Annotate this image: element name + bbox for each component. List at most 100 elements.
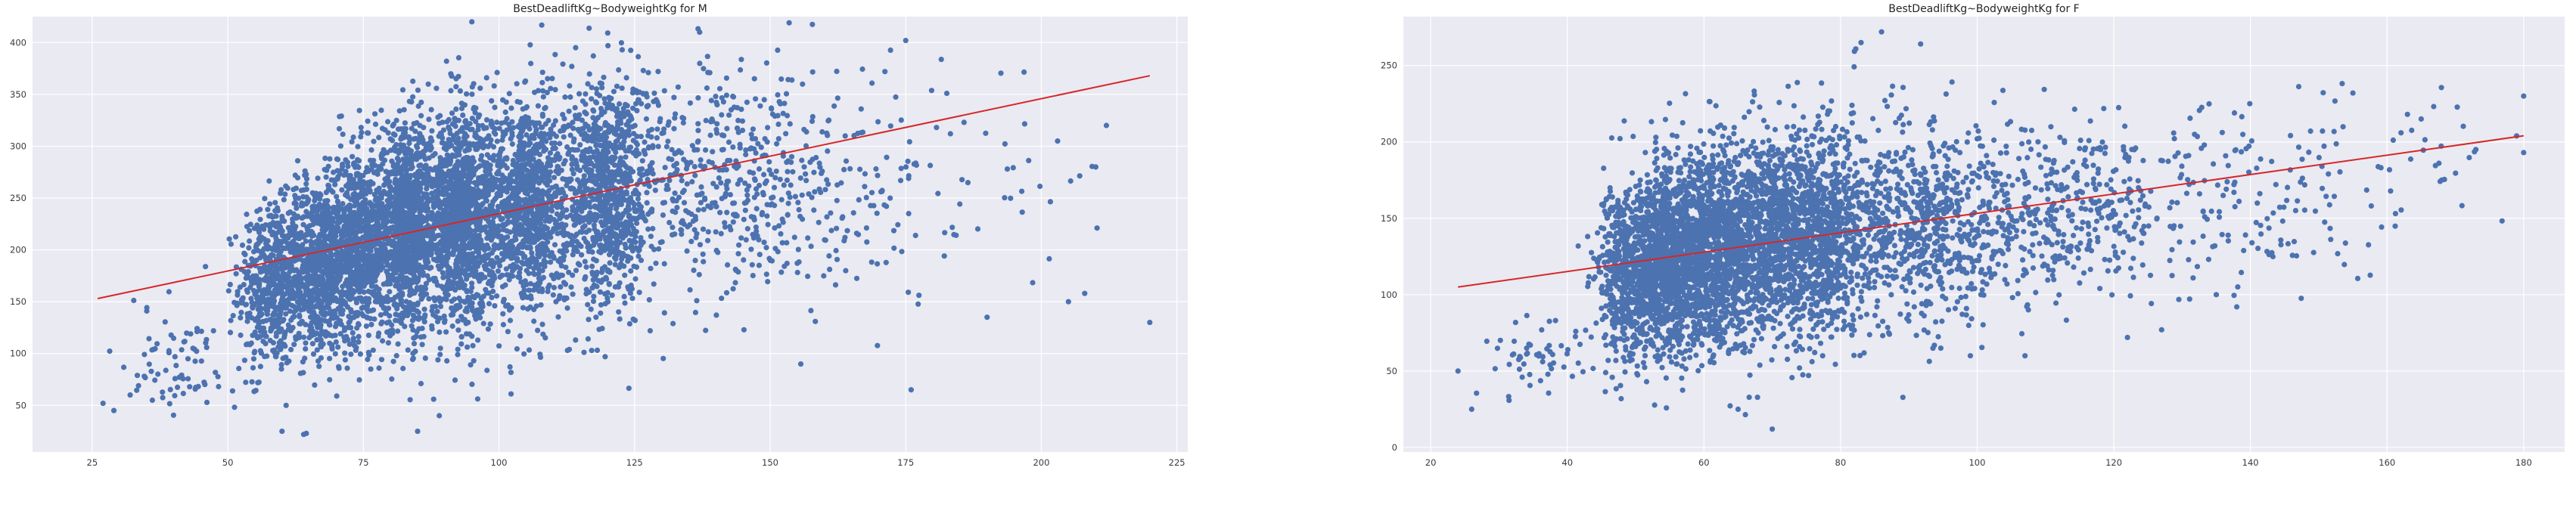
scatter-point bbox=[446, 240, 452, 247]
scatter-point bbox=[410, 355, 416, 361]
scatter-point bbox=[336, 364, 342, 370]
scatter-point bbox=[306, 277, 312, 283]
scatter-point bbox=[351, 342, 358, 348]
scatter-point bbox=[456, 256, 462, 262]
scatter-point bbox=[367, 234, 373, 240]
scatter-point bbox=[429, 184, 436, 190]
scatter-point bbox=[399, 187, 406, 193]
scatter-point bbox=[287, 269, 293, 275]
scatter-point bbox=[446, 144, 452, 150]
scatter-point bbox=[387, 263, 393, 269]
scatter-point bbox=[368, 227, 374, 233]
scatter-point bbox=[419, 342, 425, 348]
scatter-point bbox=[372, 111, 378, 117]
scatter-point bbox=[420, 272, 426, 278]
scatter-point bbox=[368, 366, 374, 372]
scatter-point bbox=[369, 263, 375, 269]
scatter-point bbox=[424, 291, 430, 297]
scatter-point bbox=[380, 338, 386, 344]
scatter-point bbox=[309, 207, 315, 213]
scatter-point bbox=[359, 305, 365, 311]
scatter-point bbox=[309, 289, 315, 296]
scatter-point bbox=[539, 111, 545, 117]
scatter-point bbox=[281, 197, 287, 203]
scatter-point bbox=[400, 165, 406, 172]
scatter-point bbox=[270, 339, 276, 346]
scatter-point bbox=[283, 305, 289, 311]
scatter-point bbox=[392, 205, 399, 211]
scatter-point bbox=[407, 300, 413, 306]
scatter-point bbox=[283, 354, 289, 361]
scatter-point bbox=[478, 237, 484, 243]
scatter-point bbox=[347, 224, 354, 230]
scatter-point bbox=[308, 267, 315, 273]
scatter-point bbox=[303, 286, 309, 292]
scatter-point bbox=[411, 341, 418, 347]
scatter-point bbox=[348, 249, 354, 256]
scatter-point bbox=[373, 283, 379, 290]
scatter-point bbox=[433, 203, 440, 209]
scatter-point bbox=[278, 309, 284, 315]
scatter-point bbox=[474, 248, 480, 255]
scatter-point bbox=[353, 215, 359, 221]
scatter-point bbox=[365, 118, 371, 124]
scatter-point bbox=[350, 336, 356, 342]
scatter-point bbox=[294, 205, 300, 211]
scatter-point bbox=[310, 351, 317, 357]
scatter-point bbox=[272, 200, 278, 206]
scatter-point bbox=[448, 178, 454, 184]
scatter-point bbox=[381, 217, 388, 223]
scatter-point bbox=[397, 142, 404, 148]
scatter-point bbox=[351, 198, 357, 204]
scatter-point bbox=[449, 226, 455, 232]
scatter-point bbox=[384, 119, 391, 125]
scatter-point bbox=[496, 343, 502, 349]
scatter-point bbox=[384, 174, 391, 181]
scatter-point bbox=[372, 197, 378, 203]
scatter-point bbox=[430, 245, 437, 251]
scatter-point bbox=[436, 120, 443, 126]
scatter-point bbox=[414, 285, 421, 291]
scatter-point bbox=[254, 335, 261, 341]
scatter-point bbox=[332, 181, 338, 187]
scatter-point bbox=[353, 271, 359, 277]
scatter-point bbox=[399, 178, 406, 184]
scatter-point bbox=[446, 156, 452, 162]
scatter-point bbox=[303, 340, 309, 346]
scatter-point bbox=[415, 309, 422, 316]
scatter-point bbox=[444, 119, 450, 125]
scatter-point bbox=[286, 358, 292, 364]
scatter-point bbox=[325, 214, 331, 220]
scatter-point bbox=[474, 396, 481, 402]
scatter-point bbox=[390, 122, 396, 128]
scatter-point bbox=[464, 157, 470, 163]
scatter-point bbox=[278, 346, 284, 352]
scatter-point bbox=[303, 232, 309, 238]
scatter-point bbox=[323, 174, 329, 180]
scatter-point bbox=[364, 307, 370, 313]
scatter-point bbox=[455, 54, 462, 60]
scatter-point bbox=[259, 311, 265, 317]
scatter-point bbox=[346, 255, 353, 262]
scatter-point bbox=[330, 189, 336, 195]
scatter-point bbox=[376, 365, 382, 371]
scatter-point bbox=[468, 362, 474, 368]
scatter-point bbox=[334, 156, 340, 162]
scatter-point bbox=[257, 348, 263, 354]
scatter-point bbox=[431, 295, 437, 301]
scatter-point bbox=[428, 107, 434, 113]
scatter-point bbox=[356, 377, 362, 383]
scatter-point bbox=[251, 288, 257, 294]
scatter-point bbox=[303, 181, 309, 187]
scatter-point bbox=[349, 139, 355, 145]
scatter-point bbox=[257, 319, 263, 325]
scatter-point bbox=[278, 338, 284, 344]
scatter-point bbox=[406, 234, 412, 240]
scatter-point bbox=[259, 248, 266, 254]
scatter-point bbox=[406, 177, 412, 183]
x-tick-label: 125 bbox=[626, 457, 643, 468]
scatter-point bbox=[360, 172, 366, 178]
scatter-point bbox=[346, 341, 353, 347]
scatter-point bbox=[329, 258, 335, 265]
scatter-point bbox=[505, 329, 511, 335]
